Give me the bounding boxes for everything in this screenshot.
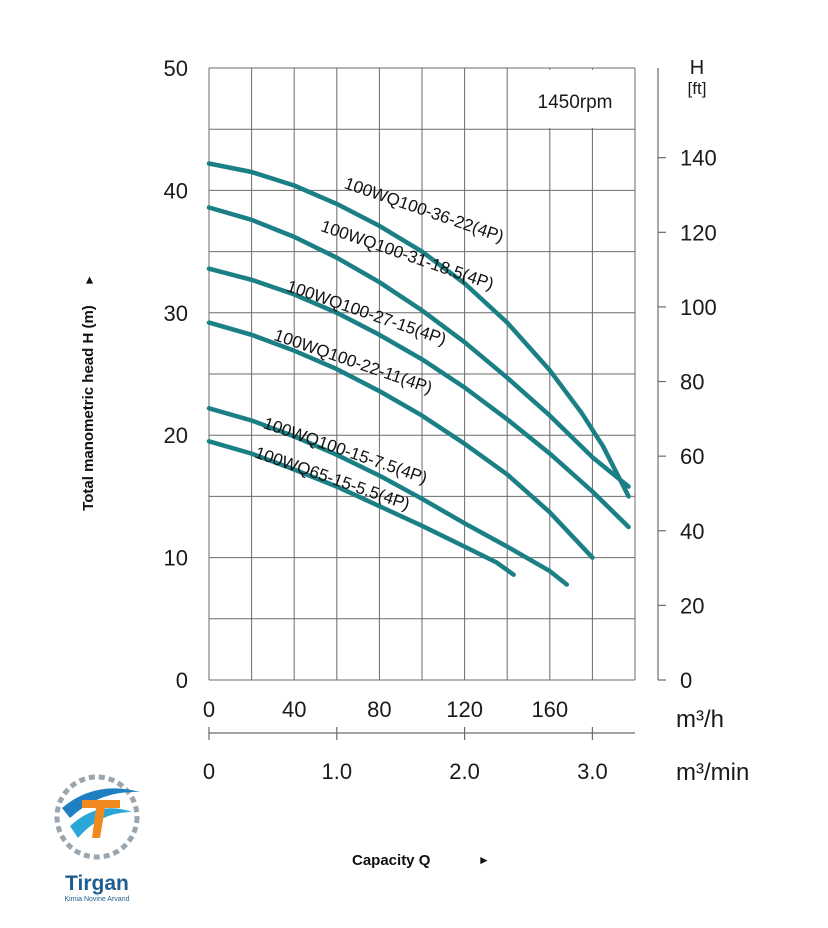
y-tick-label: 0 (176, 668, 188, 693)
y2-tick-label: 80 (680, 370, 704, 395)
grid (208, 67, 636, 681)
logo-t-icon (82, 800, 120, 838)
speed-box (508, 70, 634, 128)
x-tick-label: 40 (282, 697, 306, 722)
y2-tick-label: 100 (680, 295, 717, 320)
x-tick-label: 160 (531, 697, 568, 722)
y-tick-label: 30 (164, 301, 188, 326)
right-axis-title-unit: [ft] (688, 79, 707, 98)
y2-tick-label: 140 (680, 146, 717, 171)
right-axis-title-h: H (690, 57, 704, 79)
y2-tick-label: 20 (680, 593, 704, 618)
y-axis-title: Total manometric head H (m) (80, 305, 97, 511)
y-axis-title-arrow: ► (82, 274, 96, 286)
logo-wordmark: Tirgan (65, 872, 129, 895)
series-line (206, 406, 570, 587)
x-axis-title-arrow: ► (478, 853, 490, 867)
y-tick-label: 10 (164, 546, 188, 571)
x-tick-label: 0 (203, 697, 215, 722)
x2-tick-label: 3.0 (577, 759, 608, 784)
x-tick-label: 120 (446, 697, 483, 722)
logo-wave-icon (62, 788, 140, 818)
x2-tick-label: 0 (203, 759, 215, 784)
tirgan-logo: Tirgan Kimia Novine Arvand (54, 774, 140, 903)
speed-label: 1450rpm (538, 92, 613, 113)
series-line (206, 266, 631, 530)
series-line (206, 161, 631, 499)
series-line (206, 205, 631, 489)
x-unit-primary: m³/h (676, 706, 724, 733)
axis-ticks: 0 10 20 30 40 50 0 40 80 120 160 0 1.0 2.0 3.0 0 20 40 60 8… (164, 56, 717, 784)
logo-gear-icon (54, 774, 140, 860)
x2-tick-label: 2.0 (449, 759, 480, 784)
x2-tick-label: 1.0 (322, 759, 353, 784)
x-tick-label: 80 (367, 697, 391, 722)
y2-tick-label: 40 (680, 519, 704, 544)
y-tick-label: 40 (164, 178, 188, 203)
logo-drop-icon (70, 808, 132, 838)
x-axis-title: Capacity Q (352, 852, 431, 869)
y-tick-label: 50 (164, 56, 188, 81)
y2-tick-label: 120 (680, 220, 717, 245)
series-line (206, 439, 516, 577)
logo-tagline: Kimia Novine Arvand (65, 896, 130, 903)
x-unit-secondary: m³/min (676, 759, 749, 786)
y2-tick-label: 0 (680, 668, 692, 693)
series-line (206, 320, 595, 560)
y2-tick-label: 60 (680, 444, 704, 469)
curves (206, 161, 631, 587)
y-tick-label: 20 (164, 423, 188, 448)
